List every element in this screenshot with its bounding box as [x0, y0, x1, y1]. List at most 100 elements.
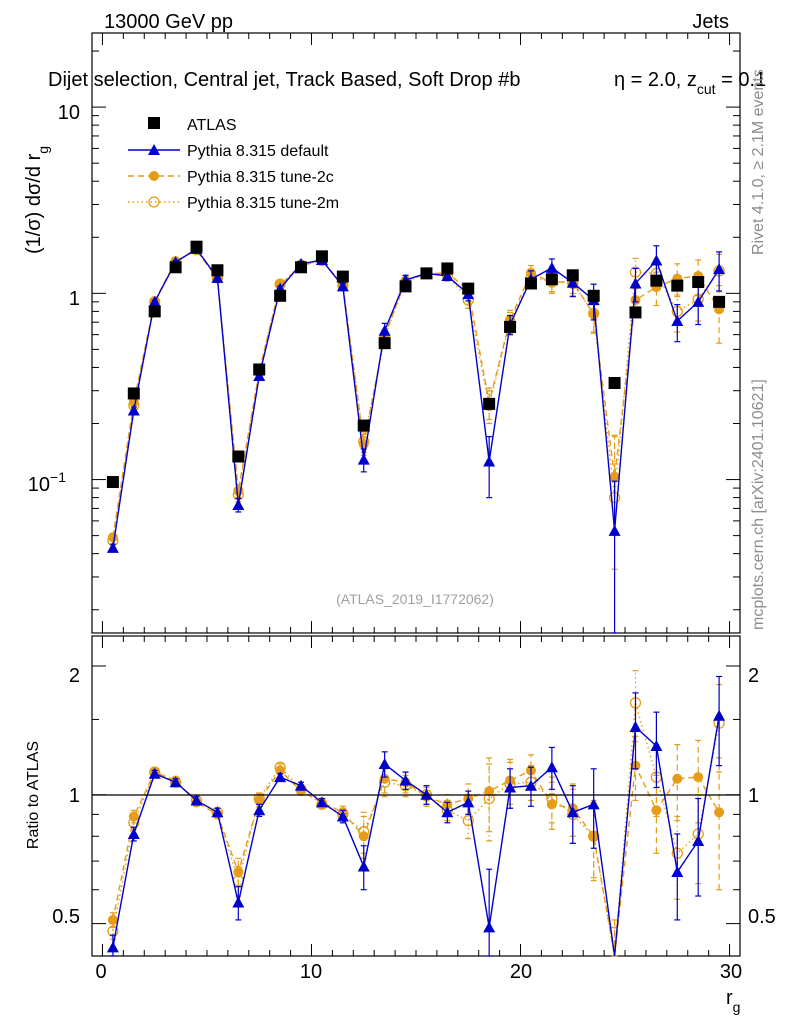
main-atlas-point: [441, 262, 454, 275]
ratio-default-point: [713, 709, 726, 721]
ratio-tune2c-point: [233, 867, 244, 878]
ratio-ytick-label-2: 2: [69, 665, 80, 687]
main-atlas-point: [692, 276, 705, 289]
ratio-default-line: [112, 715, 720, 957]
ratio-tune2c-point: [672, 773, 683, 784]
ratio-default-point: [629, 721, 642, 733]
main-atlas-point: [127, 387, 140, 400]
main-atlas-point: [169, 261, 182, 274]
ratio-default-point: [106, 941, 119, 953]
xtick-label-30: 30: [720, 961, 742, 983]
category-label: Jets: [692, 11, 729, 33]
ratio-series-layer: [106, 670, 726, 957]
analysis-watermark: (ATLAS_2019_I1772062): [336, 591, 494, 607]
main-tune2c-point: [107, 532, 118, 543]
ratio-axis-ticks: [92, 636, 740, 956]
ratio-default-point: [211, 806, 224, 818]
main-default-point: [671, 315, 684, 327]
ratio-ytick-label-1: 1: [69, 785, 80, 807]
ratio-ytick-label-0.5: 0.5: [52, 906, 80, 928]
main-atlas-point: [650, 274, 663, 287]
main-ytick-label-10: 10: [58, 102, 80, 124]
legend-tune2m-label: Pythia 8.315 tune-2m: [187, 195, 339, 212]
zcut-subscript: cut: [697, 81, 716, 97]
main-atlas-point: [106, 476, 119, 489]
main-atlas-point: [211, 264, 224, 277]
main-ylabel-sub: g: [35, 146, 51, 154]
ratio-tune2c-point: [546, 799, 557, 810]
ratio-default-point: [274, 771, 287, 783]
main-atlas-point: [566, 269, 579, 282]
main-default-point: [232, 499, 245, 511]
legend-default-label: Pythia 8.315 default: [187, 143, 329, 160]
ratio-default-point: [232, 896, 245, 908]
main-default-point: [378, 324, 391, 336]
ratio-tune2m-point: [462, 815, 474, 827]
main-atlas-point: [483, 397, 496, 410]
ratio-default-point: [148, 767, 161, 779]
main-default-point: [211, 271, 224, 283]
main-atlas-point: [545, 273, 558, 286]
selection-title-text: Dijet selection, Central jet, Track Base…: [48, 69, 520, 91]
ratio-ytick-label-2-right: 2: [748, 665, 759, 687]
main-default-line: [112, 248, 720, 548]
ratio-default-point: [399, 774, 412, 786]
legend-atlas-label: ATLAS: [187, 117, 237, 134]
ratio-tune2c-point: [693, 772, 704, 783]
legend-tune2c-label: Pythia 8.315 tune-2c: [187, 169, 334, 186]
ratio-default-point: [336, 810, 349, 822]
rivet-label: Rivet 4.1.0, ≥ 2.1M events: [750, 69, 767, 255]
ratio-tune2c-line: [112, 763, 720, 957]
ratio-default-point: [315, 796, 328, 808]
ratio-default-point: [524, 779, 537, 791]
main-default-point: [566, 276, 579, 288]
ratio-default-point: [127, 827, 140, 839]
main-atlas-point: [274, 289, 287, 302]
ratio-tune2c-point: [254, 795, 265, 806]
main-default-point: [106, 541, 119, 553]
ratio-default-point: [420, 788, 433, 800]
ratio-tune2c-point: [128, 811, 139, 822]
main-default-point: [483, 455, 496, 467]
xlabel: rg: [726, 987, 740, 1015]
main-default-point: [336, 280, 349, 292]
main-default-point: [629, 277, 642, 289]
main-default-point: [713, 263, 726, 275]
main-default-point: [148, 295, 161, 307]
legend-default-marker: [148, 144, 160, 155]
eta-text: η = 2.0, z: [614, 69, 697, 91]
legend: ATLAS Pythia 8.315 default Pythia 8.315 …: [128, 117, 339, 212]
main-ytick-label-0.1-exp: −1: [50, 469, 66, 485]
xtick-label-20: 20: [510, 961, 532, 983]
main-atlas-point: [713, 295, 726, 308]
main-default-point: [608, 524, 621, 536]
main-atlas-point: [420, 267, 433, 280]
ratio-default-point: [462, 796, 475, 808]
main-atlas-point: [295, 261, 308, 274]
ratio-plot-frame: [91, 635, 741, 957]
legend-tune2m-marker: [148, 196, 160, 208]
main-atlas-point: [671, 279, 684, 292]
main-atlas-point: [378, 337, 391, 350]
zcut-value: = 0.1: [716, 69, 767, 91]
main-ytick-label-1: 1: [69, 288, 80, 310]
main-ytick-label-0.1: 10−1: [28, 469, 66, 496]
main-atlas-point: [629, 306, 642, 319]
main-tune2m-line: [112, 248, 720, 541]
ratio-default-point: [378, 758, 391, 770]
main-atlas-point: [336, 270, 349, 283]
main-atlas-point: [253, 363, 266, 376]
ratio-default-point: [650, 740, 663, 752]
main-default-point: [650, 254, 663, 266]
ratio-ytick-label-1-right: 1: [748, 785, 759, 807]
main-atlas-point: [315, 250, 328, 263]
main-default-point: [357, 453, 370, 465]
ratio-default-point: [295, 779, 308, 791]
ratio-ytick-label-0.5-right: 0.5: [748, 906, 776, 928]
mcplots-label: mcplots.cern.ch [arXiv:2401.10621]: [750, 379, 767, 630]
main-ytick-label-0.1-base: 10: [28, 474, 50, 496]
main-ylabel: (1/σ) dσ/d rg: [23, 146, 51, 254]
legend-atlas-marker: [148, 117, 160, 129]
main-ylabel-main: (1/σ) dσ/d r: [23, 153, 45, 254]
